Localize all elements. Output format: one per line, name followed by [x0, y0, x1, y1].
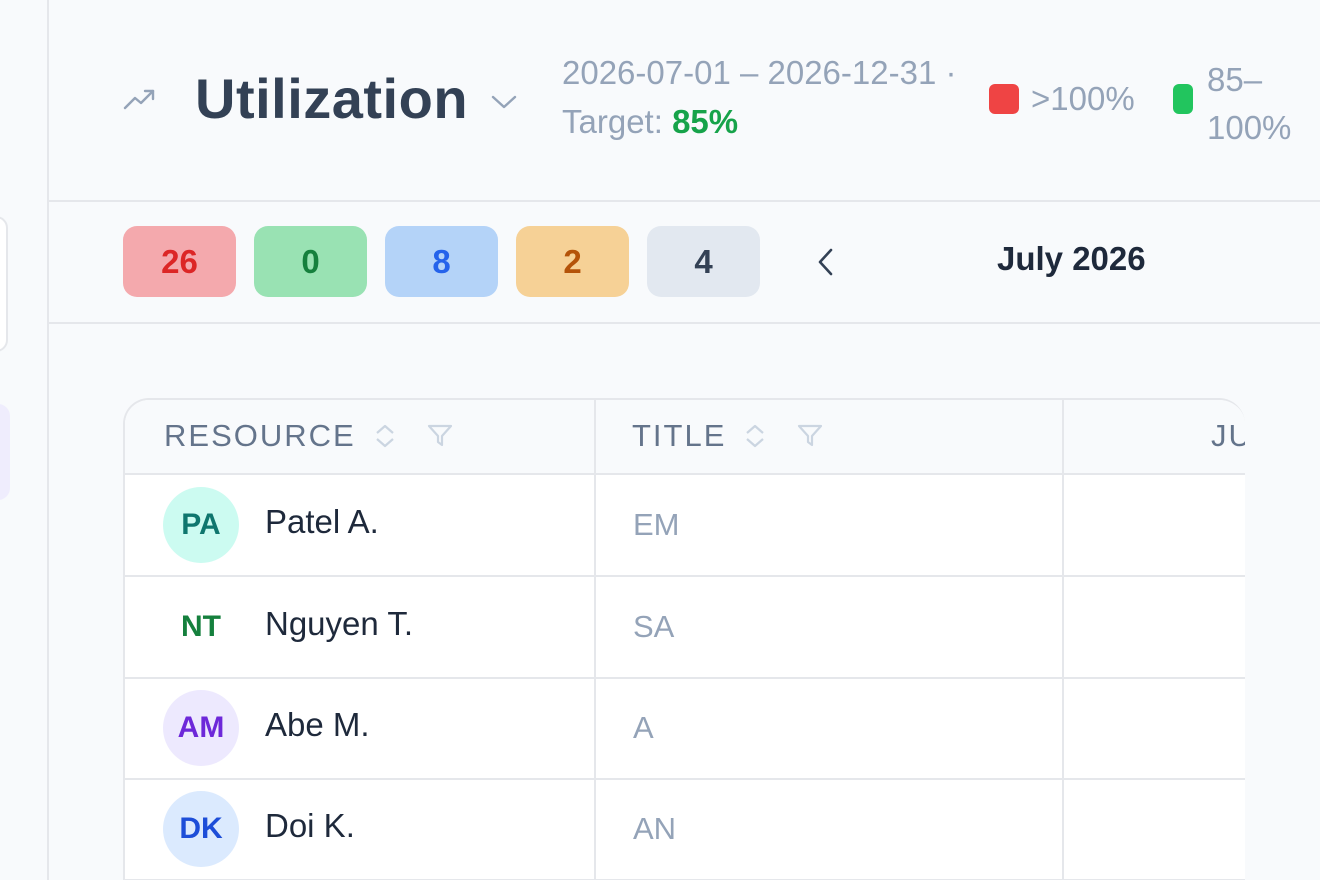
count-chip-neutral[interactable]: 4 [647, 226, 760, 297]
resource-name: Patel A. [265, 503, 379, 540]
table-header: RESOURCE TITLE JU [125, 400, 1245, 475]
resource-name: Abe M. [265, 706, 370, 743]
table-row[interactable]: AM Abe M. A [125, 678, 1245, 780]
count-chip-target[interactable]: 0 [254, 226, 367, 297]
chevron-left-icon[interactable] [811, 244, 841, 280]
current-month: July 2026 [997, 240, 1146, 277]
resource-title: AN [633, 811, 677, 846]
column-header-month[interactable]: JU [1211, 418, 1245, 454]
resource-title: SA [633, 609, 675, 644]
column-divider [594, 400, 596, 880]
page-header: Utilization 2026-07-01 – 2026-12-31 · Ta… [49, 0, 1320, 202]
avatar: DK [163, 791, 239, 867]
filter-icon[interactable] [426, 423, 454, 449]
trending-up-icon [123, 89, 155, 110]
column-header-resource[interactable]: RESOURCE [164, 418, 454, 454]
legend-over-swatch [989, 84, 1019, 114]
sort-icon[interactable] [742, 422, 768, 450]
rail-card[interactable] [0, 216, 8, 352]
legend-over-label: >100% [1031, 80, 1135, 117]
column-label: RESOURCE [164, 418, 356, 453]
date-range: 2026-07-01 – 2026-12-31 · [562, 54, 957, 91]
count-chip-over[interactable]: 26 [123, 226, 236, 297]
resource-title: A [633, 710, 654, 745]
column-label: JU [1211, 418, 1245, 453]
target-value: 85% [672, 103, 739, 140]
filter-icon[interactable] [796, 423, 824, 449]
column-divider [1062, 400, 1064, 880]
rail-active-item[interactable] [0, 404, 10, 500]
sort-icon[interactable] [372, 422, 398, 450]
page-title[interactable]: Utilization [195, 67, 469, 130]
legend-target-label: 85–100% [1207, 61, 1292, 146]
table-row[interactable]: NT Nguyen T. SA [125, 577, 1245, 679]
left-rail [0, 0, 49, 880]
column-label: TITLE [632, 418, 727, 453]
target-line: Target: 85% [562, 103, 738, 141]
count-chip-warning[interactable]: 2 [516, 226, 629, 297]
target-label: Target: [562, 103, 663, 140]
utilization-table: RESOURCE TITLE JU PA Patel A. EM [123, 398, 1245, 880]
avatar: PA [163, 487, 239, 563]
filter-toolbar: 26 0 8 2 4 July 2026 [49, 202, 1320, 324]
resource-name: Nguyen T. [265, 605, 413, 642]
table-row[interactable]: DK Doi K. AN [125, 779, 1245, 880]
column-header-title[interactable]: TITLE [632, 418, 824, 454]
table-row[interactable]: PA Patel A. EM [125, 475, 1245, 577]
avatar: NT [163, 589, 239, 665]
legend-target-swatch [1173, 84, 1193, 114]
chevron-down-icon[interactable] [489, 92, 519, 112]
avatar: AM [163, 690, 239, 766]
count-chip-info[interactable]: 8 [385, 226, 498, 297]
resource-name: Doi K. [265, 807, 355, 844]
resource-title: EM [633, 507, 680, 542]
